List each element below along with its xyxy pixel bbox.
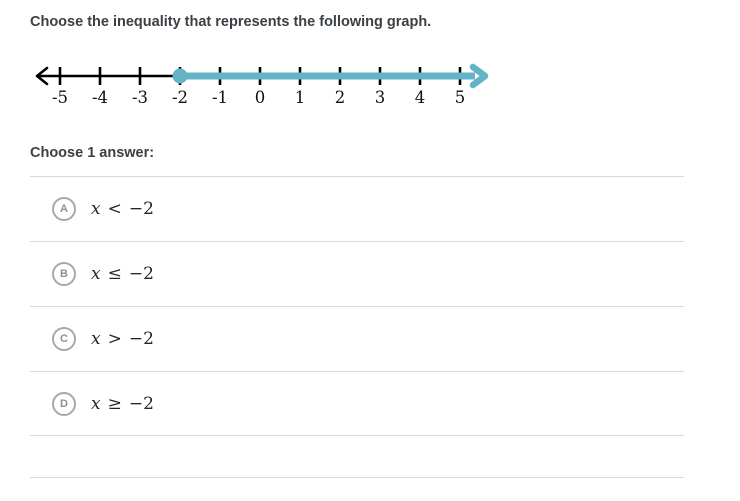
svg-text:-5: -5 <box>52 88 68 107</box>
math-variable: x <box>91 329 101 349</box>
svg-text:3: 3 <box>375 88 386 107</box>
choice-math-expression: x ≤ −2 <box>91 264 154 284</box>
math-variable: x <box>91 264 101 284</box>
svg-text:-2: -2 <box>172 88 188 107</box>
choice-radio[interactable]: B <box>52 262 76 286</box>
number-line-svg: -5 -4 -3 -2 -1 0 1 2 3 4 5 <box>35 63 489 107</box>
question-title: Choose the inequality that represents th… <box>30 14 432 30</box>
svg-text:-3: -3 <box>132 88 148 107</box>
answer-choice-b[interactable]: B x ≤ −2 <box>30 241 684 306</box>
svg-text:-1: -1 <box>212 88 228 107</box>
svg-text:5: 5 <box>455 88 466 107</box>
answer-choice-c[interactable]: C x > −2 <box>30 306 684 371</box>
number-line-graph: -5 -4 -3 -2 -1 0 1 2 3 4 5 <box>26 52 496 112</box>
answer-choice-a[interactable]: A x < −2 <box>30 176 684 241</box>
choice-math-expression: x ≥ −2 <box>91 394 154 414</box>
choice-radio[interactable]: D <box>52 391 76 416</box>
choice-radio[interactable]: A <box>52 197 76 221</box>
divider <box>30 477 684 478</box>
math-value: −2 <box>128 199 154 219</box>
math-value: −2 <box>128 329 154 349</box>
answer-choices: A x < −2 B x ≤ −2 C x > −2 D x ≥ −2 <box>30 176 684 436</box>
math-value: −2 <box>128 393 154 414</box>
choose-answer-label: Choose 1 answer: <box>30 145 155 161</box>
math-value: −2 <box>128 264 154 284</box>
choice-math-expression: x > −2 <box>91 329 154 349</box>
math-variable: x <box>91 199 101 219</box>
svg-text:2: 2 <box>335 88 346 107</box>
svg-text:0: 0 <box>255 88 266 107</box>
choice-radio[interactable]: C <box>52 327 76 351</box>
answer-choice-d[interactable]: D x ≥ −2 <box>30 371 684 436</box>
choice-math-expression: x < −2 <box>91 199 154 219</box>
math-operator: > <box>107 329 122 349</box>
svg-text:-4: -4 <box>92 88 108 107</box>
math-variable: x <box>91 393 101 414</box>
math-operator: < <box>107 199 122 219</box>
svg-text:4: 4 <box>415 88 426 107</box>
math-operator: ≤ <box>107 264 122 284</box>
math-operator: ≥ <box>107 393 122 414</box>
svg-text:1: 1 <box>295 88 306 107</box>
